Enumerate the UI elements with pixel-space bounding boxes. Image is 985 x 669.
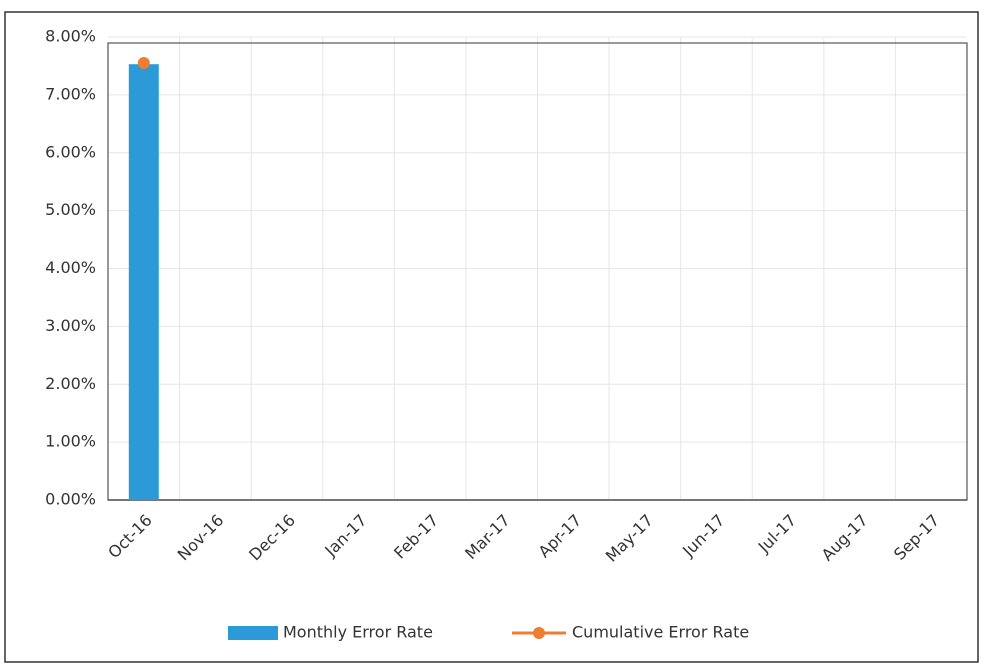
y-tick-label: 8.00% <box>45 27 96 46</box>
chart-frame <box>4 11 979 663</box>
y-tick-label: 0.00% <box>45 490 96 509</box>
y-tick-label: 7.00% <box>45 84 96 103</box>
y-tick-label: 4.00% <box>45 258 96 277</box>
legend-label: Cumulative Error Rate <box>572 623 749 642</box>
line-marker <box>137 57 150 70</box>
bar <box>128 64 159 501</box>
y-tick-label: 6.00% <box>45 142 96 161</box>
legend-label: Monthly Error Rate <box>283 623 433 642</box>
legend-marker <box>533 627 545 639</box>
y-tick-label: 2.00% <box>45 374 96 393</box>
legend-swatch <box>228 626 278 640</box>
y-tick-label: 3.00% <box>45 316 96 335</box>
y-tick-label: 1.00% <box>45 432 96 451</box>
y-tick-label: 5.00% <box>45 200 96 219</box>
